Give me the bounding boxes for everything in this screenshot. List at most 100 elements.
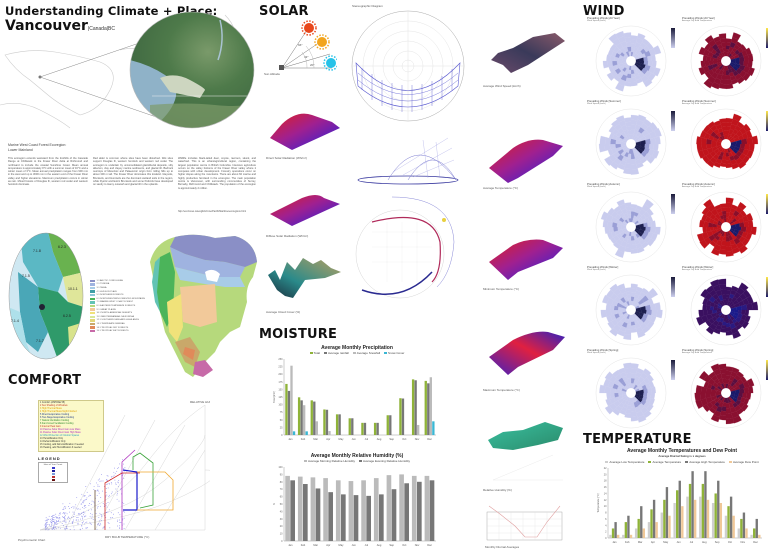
svg-text:50: 50: [280, 419, 283, 422]
svg-text:10.1.1: 10.1.1: [68, 287, 78, 291]
svg-text:25: 25: [280, 426, 283, 429]
strategy-item: 7 Natural Ventilation Cooling: [40, 420, 69, 422]
ecozone-legend-item: 10.1 NORTH AMERICAN DESERTS: [90, 311, 145, 315]
ecozone-legend-item: 1.1 ARCTIC CORDILLERA: [90, 279, 145, 283]
wind-rose-title: Prevailing Winds [Summer]: [587, 99, 621, 103]
legend-item: Average Temperature: [648, 460, 681, 464]
wind-rose-title: Prevailing Winds [All Year]: [587, 16, 620, 20]
legend-swatches: [40, 467, 66, 481]
svg-text:200: 200: [278, 373, 283, 376]
svg-text:Jan: Jan: [288, 543, 293, 547]
svg-text:Jan: Jan: [288, 437, 293, 441]
bar: [668, 515, 671, 538]
bar: [391, 489, 397, 541]
bar: [366, 495, 371, 541]
strategy-item: 6 Two-Stage Evaporative Cooling: [40, 417, 75, 419]
ecozone-legend-item: 11.1 MEDITERRANEAN CALIFORNIA: [90, 315, 145, 319]
bar: [755, 518, 758, 538]
wind-rose-title: Prevailing Winds [All Year]: [682, 16, 715, 20]
wind-rose-subtitle: Average Dry Bulb Temperature: [682, 20, 712, 22]
bar: [693, 499, 697, 538]
svg-text:Mar: Mar: [313, 543, 318, 547]
svg-text:Mar: Mar: [638, 540, 643, 544]
ecoregion-heading-line2: Lower Mainland: [8, 148, 33, 152]
bar: [622, 534, 625, 538]
legend-label: 9.1 GREAT PLAINS: [96, 308, 116, 311]
svg-text:40: 40: [280, 510, 283, 513]
svg-text:Total (mm): Total (mm): [273, 391, 276, 403]
sun-equinox-icon: [314, 34, 330, 50]
bar: [678, 480, 681, 538]
wind-rose-speed: Prevailing Winds [Winter] Wind Speed (km/…: [587, 266, 679, 348]
direct-radiation-surface: [262, 110, 342, 150]
legend-label: 8.1 EASTERN TEMPERATE FORESTS: [96, 304, 136, 307]
temperature-chart: Average Monthly Temperatures and Dew Poi…: [596, 448, 768, 550]
wind-rose-title: Prevailing Winds [Autumn]: [587, 182, 620, 186]
svg-text:Sep: Sep: [389, 437, 394, 441]
svg-text:16: 16: [604, 486, 607, 489]
bar: [285, 475, 290, 541]
bar: [614, 522, 617, 538]
bar: [688, 483, 692, 538]
legend-swatch: [90, 293, 95, 297]
bar: [706, 499, 710, 538]
bar: [303, 484, 308, 541]
bar: [740, 518, 743, 538]
bar: [313, 401, 316, 435]
bar: [303, 405, 306, 435]
ecoregion-source-link[interactable]: http://ecozones.ca/english/zone/PacificM…: [178, 210, 246, 213]
svg-text:75: 75: [280, 411, 283, 414]
bar: [290, 480, 295, 541]
svg-text:90: 90: [280, 473, 283, 476]
legend-item: Average Low Temperature: [605, 460, 644, 464]
svg-text:43°: 43°: [304, 55, 309, 59]
world-outline-icon: [0, 11, 255, 129]
location-map: [0, 10, 260, 130]
strategy-item: 3 High Thermal Mass: [40, 408, 62, 410]
svg-text:Feb: Feb: [625, 540, 630, 544]
stereographic-title: Stereographic Diagram: [352, 4, 383, 8]
svg-text:20: 20: [604, 473, 607, 476]
diurnal-caption: Monthly Diurnal Averages: [485, 545, 520, 549]
legend-item: Average Snowfall: [352, 351, 380, 355]
legend-label: 3.1 TAIGA: [96, 286, 107, 289]
wind-rose-title: Prevailing Winds [Winter]: [682, 265, 714, 269]
sunpath-side-view: [348, 130, 460, 190]
wind-rose-subtitle: Wind Speed (km/h): [587, 352, 606, 354]
bar: [310, 477, 316, 541]
wind-rose-title: Prevailing Winds [Summer]: [682, 99, 716, 103]
wind-rose-subtitle: Average Dry Bulb Temperature: [682, 269, 712, 271]
legend-label: 14.1 TROPICAL DRY FORESTS: [96, 326, 129, 329]
ecozone-legend-item: 7.1 MARINE WEST COAST FOREST: [90, 301, 145, 305]
bar: [729, 496, 733, 538]
bar: [328, 492, 333, 541]
bar: [315, 488, 321, 541]
bar: [642, 528, 646, 538]
svg-text:20: 20: [280, 525, 283, 528]
bar: [673, 503, 676, 538]
svg-text:12: 12: [604, 499, 607, 502]
ecozone-legend-item: 15.1 TROPICAL WET FORESTS: [90, 329, 145, 333]
svg-text:6: 6: [605, 518, 607, 521]
legend-label: 12.1 SOUTHERN SEMI-ARID HIGHLANDS: [96, 319, 139, 322]
bar: [742, 512, 746, 538]
bar: [297, 476, 303, 541]
legend-item: Average High Temperature: [685, 460, 725, 464]
strategy-item: 2 Sun Shading of Windows: [40, 405, 68, 407]
bar: [681, 506, 684, 538]
moisture-heading: MOISTURE: [259, 327, 338, 342]
wind-rose-title: Prevailing Winds [Spring]: [682, 348, 714, 352]
bar: [323, 478, 328, 541]
legend-label: 7.1 MARINE WEST COAST FOREST: [96, 301, 134, 304]
bar: [315, 421, 318, 435]
bar: [711, 503, 715, 538]
svg-text:0: 0: [281, 434, 283, 437]
svg-text:Oct: Oct: [402, 437, 406, 441]
legend-title: LEGEND: [38, 456, 61, 461]
bar: [652, 499, 656, 538]
svg-text:Jun: Jun: [352, 543, 357, 547]
svg-text:Nov: Nov: [415, 543, 420, 547]
wind-rose-title: Prevailing Winds [Winter]: [587, 265, 619, 269]
avg-temperature-caption: Average Temperature (°C): [483, 186, 518, 190]
bar: [348, 481, 354, 541]
